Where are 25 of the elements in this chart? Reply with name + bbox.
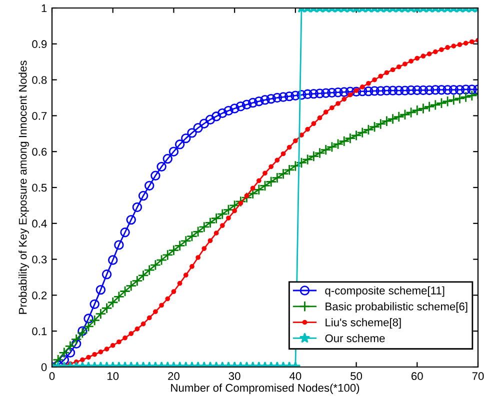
y-tick-label: 0.9 [32, 40, 47, 48]
x-tick-label: 60 [412, 372, 423, 380]
y-tick-label: 0.3 [32, 256, 47, 264]
y-tick-label: 0.8 [32, 76, 47, 84]
x-axis-title: Number of Compromised Nodes(*100) [171, 384, 360, 394]
x-tick-label: 0 [49, 372, 55, 380]
x-tick-label: 10 [108, 372, 119, 380]
y-tick-label: 1 [42, 4, 47, 12]
y-tick-label: 0.5 [32, 184, 47, 192]
legend-label: q-composite scheme[11] [325, 286, 444, 297]
x-tick-label: 50 [350, 372, 362, 380]
x-tick-label: 70 [472, 372, 484, 380]
y-tick-label: 0.1 [32, 327, 47, 336]
legend-label: Basic probabilistic scheme[6] [326, 302, 468, 313]
legend-label: Liu's scheme[8] [326, 318, 401, 329]
x-tick-label: 40 [290, 372, 302, 380]
x-tick-label: 20 [168, 372, 180, 380]
x-tick-label: 30 [228, 372, 240, 380]
y-tick-label: 0.4 [32, 220, 47, 228]
legend-label: Our scheme [325, 334, 385, 342]
y-axis-title: Probability of Key Exposure among Innocent Nodes [18, 60, 29, 314]
y-tick-label: 0.2 [32, 291, 47, 300]
y-tick-label: 0 [41, 363, 47, 372]
y-tick-label: 0.6 [32, 148, 47, 156]
y-tick-label: 0.7 [32, 112, 47, 120]
